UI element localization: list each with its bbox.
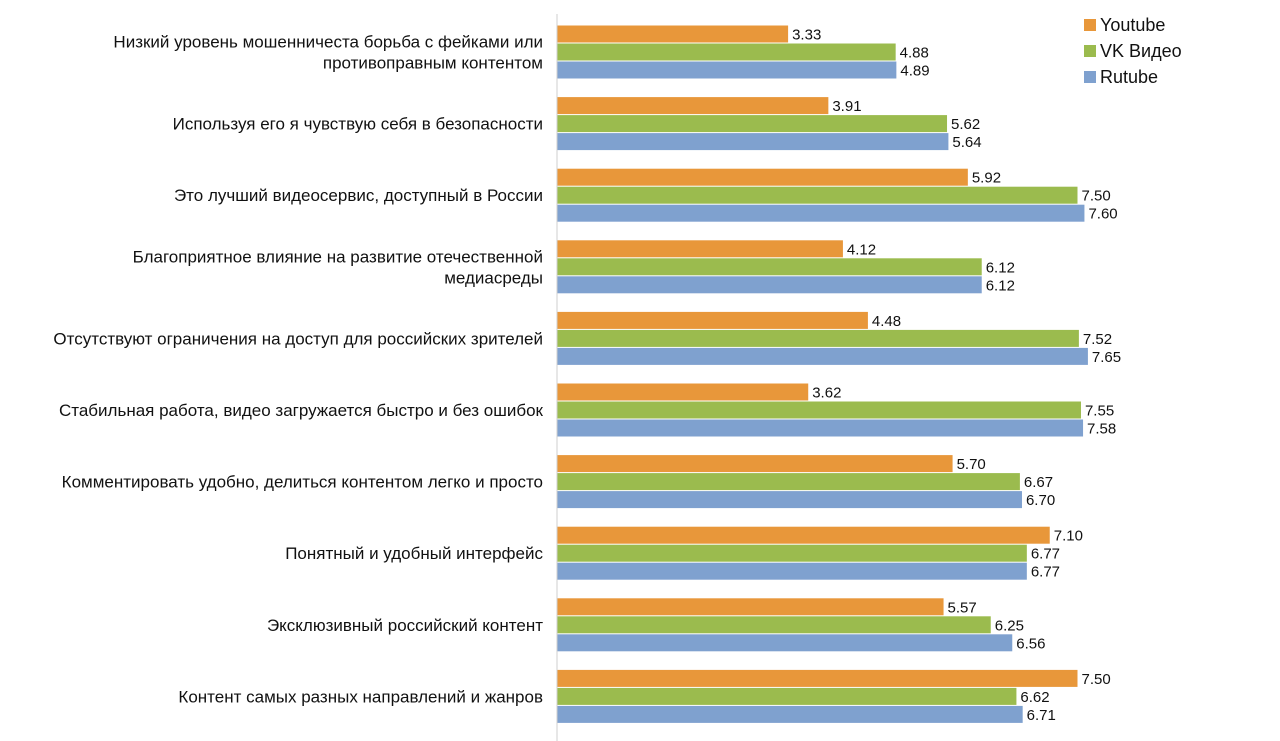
category-label-line: Благоприятное влияние на развитие отечес… bbox=[133, 247, 543, 266]
bar-vk-video-9 bbox=[557, 687, 1017, 705]
value-label: 4.88 bbox=[900, 45, 929, 62]
category-label: Понятный и удобный интерфейс bbox=[285, 544, 543, 563]
category-label-line: Это лучший видеосервис, доступный в Росс… bbox=[174, 186, 543, 205]
legend-label: Rutube bbox=[1100, 67, 1158, 87]
category-label: Комментировать удобно, делиться контенто… bbox=[62, 473, 543, 492]
bar-rutube-7 bbox=[557, 562, 1027, 580]
bar-vk-video-4 bbox=[557, 329, 1079, 347]
value-label: 4.89 bbox=[900, 63, 929, 80]
value-label: 7.60 bbox=[1088, 206, 1117, 223]
category-label: Контент самых разных направлений и жанро… bbox=[178, 687, 543, 706]
value-label: 7.50 bbox=[1082, 188, 1111, 205]
category-label-line: Комментировать удобно, делиться контенто… bbox=[62, 473, 543, 492]
bar-vk-video-3 bbox=[557, 258, 982, 276]
category-label: Благоприятное влияние на развитие отечес… bbox=[133, 247, 543, 287]
value-label: 6.77 bbox=[1031, 546, 1060, 563]
value-label: 7.10 bbox=[1054, 528, 1083, 545]
bar-rutube-0 bbox=[557, 61, 897, 79]
value-label: 5.64 bbox=[952, 134, 981, 151]
bar-rutube-9 bbox=[557, 705, 1023, 723]
bar-youtube-3 bbox=[557, 240, 843, 258]
bar-vk-video-8 bbox=[557, 616, 991, 634]
legend-label: VK Видео bbox=[1100, 41, 1182, 61]
legend-swatch bbox=[1084, 19, 1096, 31]
value-label: 6.70 bbox=[1026, 492, 1055, 509]
bar-rutube-3 bbox=[557, 276, 982, 294]
bar-rutube-8 bbox=[557, 634, 1013, 652]
bar-rutube-4 bbox=[557, 347, 1088, 365]
category-label-line: Контент самых разных направлений и жанро… bbox=[178, 687, 543, 706]
value-label: 7.55 bbox=[1085, 403, 1114, 420]
value-label: 7.58 bbox=[1087, 421, 1116, 438]
legend-label: Youtube bbox=[1100, 15, 1165, 35]
value-label: 6.67 bbox=[1024, 474, 1053, 491]
bar-rutube-5 bbox=[557, 419, 1084, 437]
category-label: Стабильная работа, видео загружается быс… bbox=[59, 401, 544, 420]
value-label: 7.52 bbox=[1083, 331, 1112, 348]
category-label-line: Низкий уровень мошенничеста борьба с фей… bbox=[113, 33, 543, 52]
legend-swatch bbox=[1084, 71, 1096, 83]
category-label: Эксклюзивный российский контент bbox=[267, 616, 543, 635]
legend: Youtube VK Видео Rutube bbox=[1084, 15, 1182, 87]
value-label: 6.25 bbox=[995, 617, 1024, 634]
category-label: Используя его я чувствую себя в безопасн… bbox=[173, 115, 543, 134]
value-label: 7.50 bbox=[1082, 671, 1111, 688]
bar-vk-video-7 bbox=[557, 544, 1027, 562]
category-label-line: Понятный и удобный интерфейс bbox=[285, 544, 543, 563]
bar-youtube-7 bbox=[557, 526, 1050, 544]
value-label: 5.57 bbox=[948, 599, 977, 616]
value-label: 3.62 bbox=[812, 385, 841, 402]
category-label-line: медиасреды bbox=[444, 268, 543, 287]
category-labels-layer: Низкий уровень мошенничеста борьба с фей… bbox=[53, 33, 543, 707]
value-label: 3.33 bbox=[792, 27, 821, 44]
bar-vk-video-2 bbox=[557, 186, 1078, 204]
category-label-line: противоправным контентом bbox=[323, 54, 543, 73]
bar-youtube-6 bbox=[557, 455, 953, 473]
bar-youtube-0 bbox=[557, 25, 789, 43]
bar-youtube-2 bbox=[557, 168, 968, 186]
bar-youtube-4 bbox=[557, 311, 868, 329]
bar-youtube-1 bbox=[557, 97, 829, 115]
bar-youtube-9 bbox=[557, 669, 1078, 687]
value-label: 5.62 bbox=[951, 116, 980, 133]
value-label: 6.12 bbox=[986, 277, 1015, 294]
value-label: 6.56 bbox=[1016, 635, 1045, 652]
bar-youtube-8 bbox=[557, 598, 944, 616]
bar-rutube-2 bbox=[557, 204, 1085, 222]
bars-layer bbox=[557, 25, 1088, 723]
value-label: 6.62 bbox=[1020, 689, 1049, 706]
category-label: Это лучший видеосервис, доступный в Росс… bbox=[174, 186, 543, 205]
value-label: 4.48 bbox=[872, 313, 901, 330]
bar-youtube-5 bbox=[557, 383, 809, 401]
category-label-line: Используя его я чувствую себя в безопасн… bbox=[173, 115, 543, 134]
bar-vk-video-5 bbox=[557, 401, 1081, 419]
bar-vk-video-0 bbox=[557, 43, 896, 61]
category-label: Низкий уровень мошенничеста борьба с фей… bbox=[113, 33, 543, 73]
value-label: 3.91 bbox=[832, 98, 861, 115]
value-label: 7.65 bbox=[1092, 349, 1121, 366]
value-label: 6.77 bbox=[1031, 564, 1060, 581]
value-label: 6.71 bbox=[1027, 707, 1056, 724]
bar-rutube-6 bbox=[557, 491, 1022, 509]
bar-vk-video-1 bbox=[557, 115, 948, 133]
value-label: 6.12 bbox=[986, 259, 1015, 276]
category-label-line: Эксклюзивный российский контент bbox=[267, 616, 543, 635]
value-label: 5.92 bbox=[972, 170, 1001, 187]
bar-rutube-1 bbox=[557, 133, 949, 151]
category-label-line: Отсутствуют ограничения на доступ для ро… bbox=[53, 329, 543, 348]
category-label-line: Стабильная работа, видео загружается быс… bbox=[59, 401, 544, 420]
value-label: 5.70 bbox=[957, 456, 986, 473]
category-label: Отсутствуют ограничения на доступ для ро… bbox=[53, 329, 543, 348]
legend-swatch bbox=[1084, 45, 1096, 57]
bar-vk-video-6 bbox=[557, 473, 1020, 491]
value-labels-layer: 3.334.884.893.915.625.645.927.507.604.12… bbox=[792, 27, 1121, 724]
value-label: 4.12 bbox=[847, 241, 876, 258]
